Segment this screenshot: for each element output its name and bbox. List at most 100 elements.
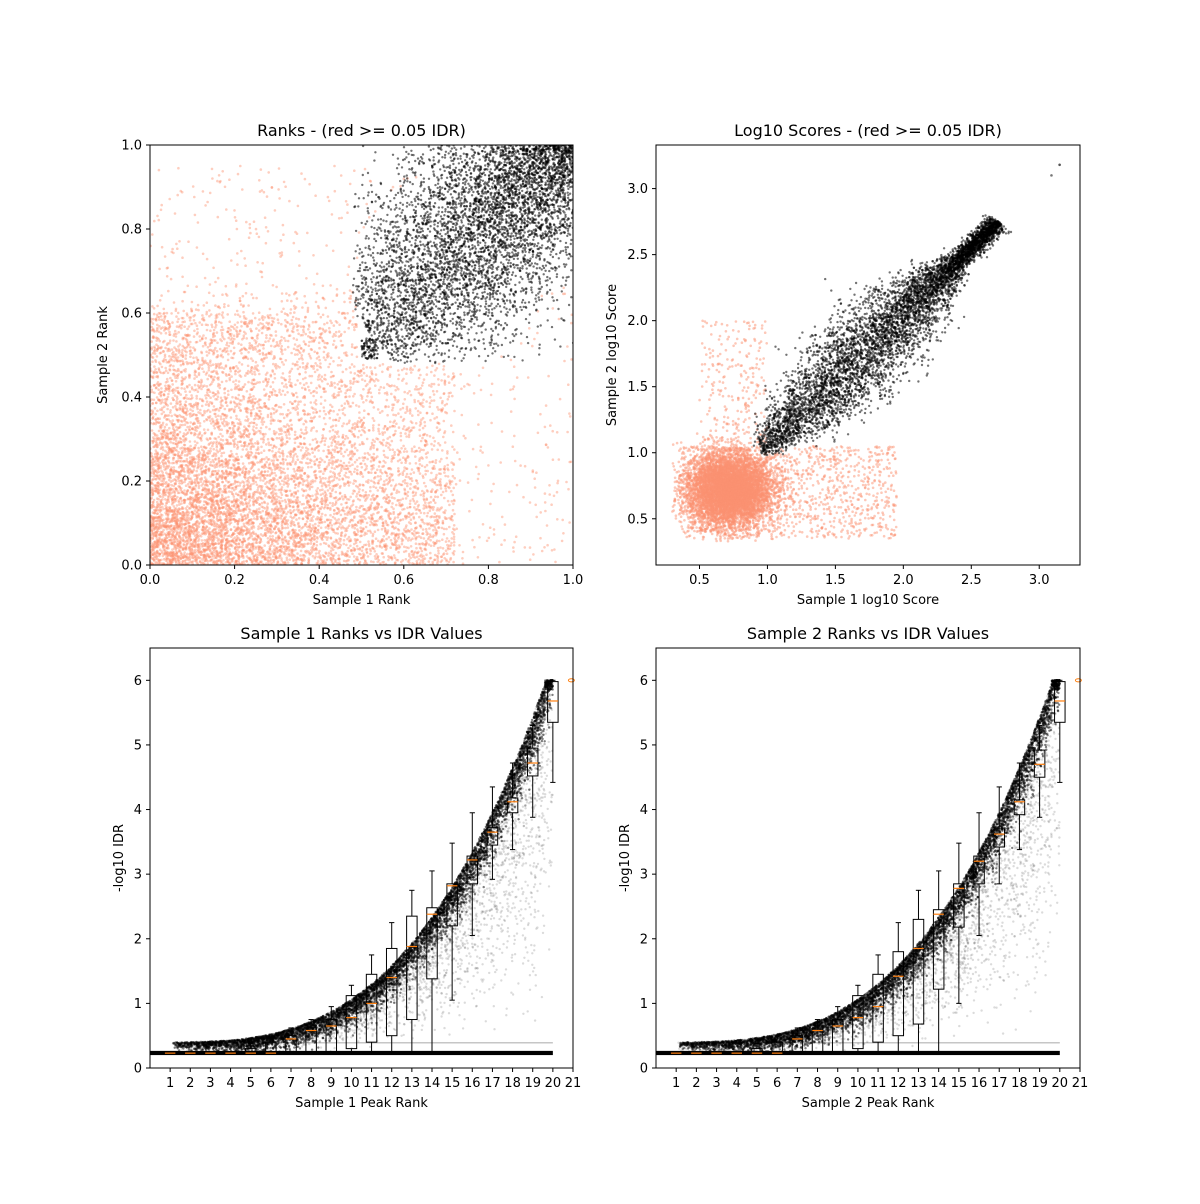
point — [488, 537, 491, 540]
point — [249, 534, 252, 537]
point — [335, 491, 338, 494]
point — [373, 453, 376, 456]
point — [280, 514, 283, 517]
point — [437, 384, 440, 387]
point — [169, 411, 172, 414]
point — [175, 400, 178, 403]
point — [302, 378, 305, 381]
point — [230, 450, 233, 453]
point — [328, 412, 331, 415]
point — [440, 494, 443, 497]
point — [265, 456, 268, 459]
point — [235, 487, 238, 490]
point — [333, 435, 336, 438]
point — [512, 388, 515, 391]
point — [453, 529, 456, 532]
point — [338, 526, 341, 529]
point — [255, 427, 258, 430]
point — [400, 439, 403, 442]
point — [309, 331, 312, 334]
point — [245, 468, 248, 471]
point — [268, 398, 271, 401]
point — [204, 204, 207, 207]
point — [216, 180, 219, 183]
point — [423, 491, 426, 494]
point — [151, 542, 154, 545]
point — [367, 540, 370, 543]
point — [416, 508, 419, 511]
point — [274, 377, 277, 380]
point — [204, 394, 207, 397]
point — [310, 542, 313, 545]
point — [297, 205, 300, 208]
point — [189, 350, 192, 353]
point — [290, 308, 293, 311]
point — [184, 390, 187, 393]
point — [197, 540, 200, 543]
point — [477, 423, 480, 426]
point — [189, 319, 192, 322]
point — [562, 532, 565, 535]
point — [265, 485, 268, 488]
point — [369, 524, 372, 527]
point — [208, 292, 211, 295]
point — [240, 491, 243, 494]
point — [303, 559, 306, 562]
point — [186, 426, 189, 429]
point — [237, 441, 240, 444]
point — [318, 328, 321, 331]
point — [480, 389, 483, 392]
point — [271, 450, 274, 453]
point — [225, 497, 228, 500]
point — [205, 313, 208, 316]
point — [392, 507, 395, 510]
point — [297, 368, 300, 371]
point — [190, 394, 193, 397]
point — [212, 448, 215, 451]
point — [248, 537, 251, 540]
point — [406, 429, 409, 432]
point — [345, 472, 348, 475]
point — [282, 233, 285, 236]
point — [404, 432, 407, 435]
point — [302, 483, 305, 486]
point — [375, 545, 378, 548]
point — [273, 430, 276, 433]
point — [305, 426, 308, 429]
point — [171, 389, 174, 392]
point — [195, 470, 198, 473]
point — [322, 472, 325, 475]
point — [204, 515, 207, 518]
point — [225, 208, 228, 211]
point — [338, 356, 341, 359]
point — [356, 472, 359, 475]
point — [372, 494, 375, 497]
point — [250, 409, 253, 412]
point — [443, 533, 446, 536]
point — [404, 459, 407, 462]
point — [304, 413, 307, 416]
point — [556, 491, 559, 494]
point — [258, 415, 261, 418]
point — [311, 451, 314, 454]
point — [328, 327, 331, 330]
point — [256, 407, 259, 410]
point — [287, 483, 290, 486]
point — [242, 448, 245, 451]
point — [254, 373, 257, 376]
point — [566, 345, 569, 348]
point — [243, 334, 246, 337]
point — [305, 462, 308, 465]
point — [292, 457, 295, 460]
point — [302, 518, 305, 521]
point — [386, 456, 389, 459]
point — [463, 385, 466, 388]
point — [199, 425, 202, 428]
point — [160, 209, 163, 212]
point — [234, 370, 237, 373]
point — [275, 330, 278, 333]
point — [443, 420, 446, 423]
point — [236, 252, 239, 255]
point — [328, 484, 331, 487]
point — [261, 262, 264, 265]
